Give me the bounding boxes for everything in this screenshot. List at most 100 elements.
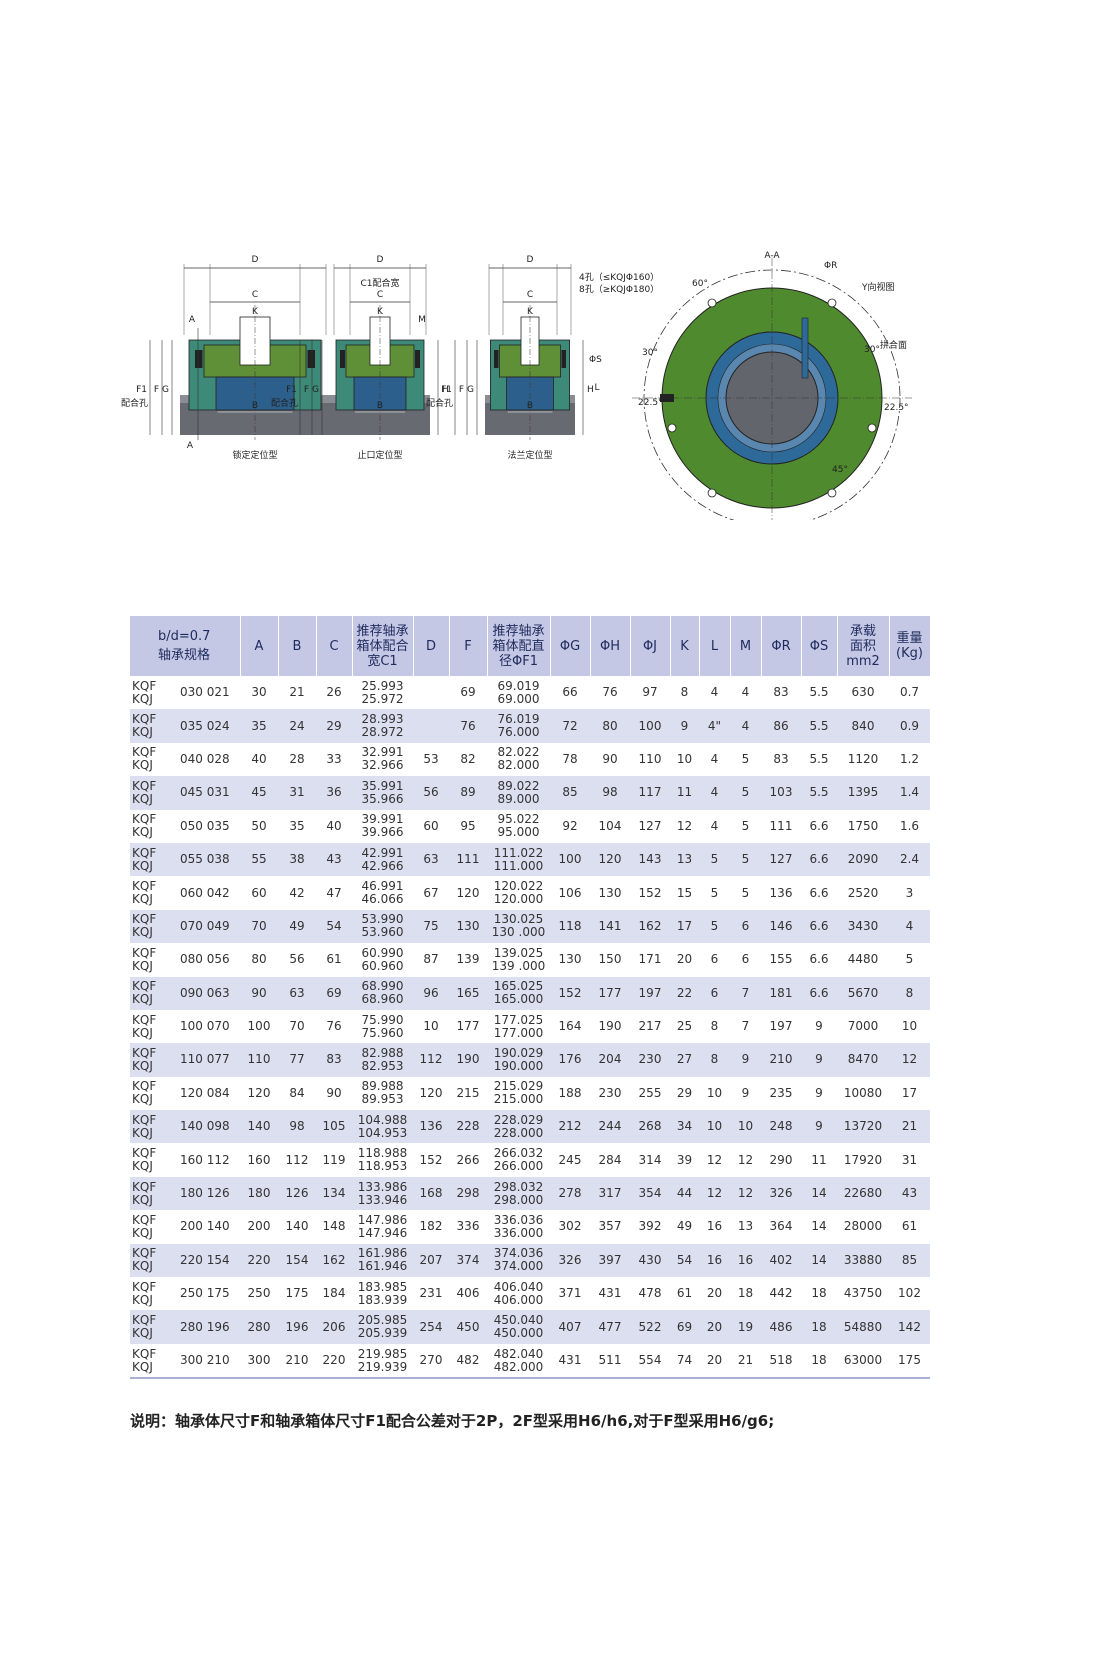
tolerance-line: 183.985 xyxy=(357,1279,408,1294)
tolerance-line: 130 .000 xyxy=(491,925,546,940)
header-cell: ΦS xyxy=(801,616,838,676)
value-cell: 522 xyxy=(630,1310,670,1344)
value-cell: 10 xyxy=(423,1019,439,1034)
value-cell: 75 xyxy=(413,909,449,944)
tolerance-line: 147.946 xyxy=(357,1225,408,1240)
table-row: KQF KQJ 035 024 35 24 29 28.993 28.972 76 76.019 7… xyxy=(130,709,930,743)
dim-label: H xyxy=(442,385,449,395)
tolerance-cell: 215.029 215.000 xyxy=(487,1077,550,1110)
angle-label: 30° xyxy=(864,345,880,355)
table-body: KQF KQJ 030 021 30 21 26 25.993 25.972 69 69.019 6… xyxy=(130,676,930,1380)
tolerance-line: 190.000 xyxy=(493,1058,544,1073)
tolerance-cell: 120.022 120.000 xyxy=(487,876,550,909)
value-cell: 5 xyxy=(699,842,730,877)
value-cell: 175 xyxy=(285,1286,309,1301)
value-cell: 2.4 xyxy=(889,842,930,877)
value-cell: 220 xyxy=(240,1243,278,1278)
tolerance-cell: 39.991 39.966 xyxy=(352,810,413,843)
value-cell: 6 xyxy=(741,952,750,967)
value-cell: 146 xyxy=(761,909,801,944)
value-cell: 5.5 xyxy=(801,776,837,810)
spec-cell: KQF KQJ 110 077 xyxy=(130,1043,240,1077)
value-cell: 106 xyxy=(558,885,582,900)
size: 300 210 xyxy=(180,1353,230,1367)
empty-cell xyxy=(413,709,449,743)
tolerance-line: 336.036 xyxy=(493,1212,544,1227)
value-cell: 554 xyxy=(630,1343,670,1380)
value-cell: 127 xyxy=(638,818,662,833)
value-cell: 9 xyxy=(815,1019,823,1034)
value-cell: 22 xyxy=(670,976,699,1010)
size: 220 154 xyxy=(180,1252,230,1267)
value-cell: 16 xyxy=(706,1219,723,1234)
value-cell: 486 xyxy=(761,1310,801,1344)
value-cell: 120 xyxy=(590,842,630,877)
note: 说明：轴承体尺寸F和轴承箱体尺寸F1配合公差对于2P，2F型采用H6/h6,对于… xyxy=(130,1412,775,1430)
value-cell: 5 xyxy=(741,818,750,833)
header-line: ΦG xyxy=(559,638,581,654)
value-cell: 210 xyxy=(761,1043,801,1077)
tolerance-line: 118.953 xyxy=(357,1159,408,1174)
spec-cell: KQF KQJ 055 038 xyxy=(130,842,240,877)
types: KQF KQJ xyxy=(132,1113,180,1140)
header-line: B xyxy=(292,638,302,654)
tolerance-cell: 82.988 82.953 xyxy=(352,1043,413,1077)
value-cell: 120 xyxy=(456,885,480,900)
tolerance-line: 35.966 xyxy=(361,791,404,806)
value-cell: 53 xyxy=(423,751,439,766)
value-cell: 8 xyxy=(710,1019,719,1034)
size: 050 035 xyxy=(180,818,230,833)
value-cell: 20 xyxy=(699,1310,730,1344)
dim-label: C xyxy=(377,290,383,300)
dim-label: A xyxy=(187,441,194,451)
value-cell: 317 xyxy=(590,1176,630,1211)
header-line: 箱体配直 xyxy=(492,638,545,654)
value-cell: 4 xyxy=(741,685,750,700)
value-cell: 197 xyxy=(769,1019,793,1034)
angle-label: 22.5° xyxy=(884,403,909,413)
table-row: KQF KQJ 080 056 80 56 61 60.990 60.960 87 139 139.… xyxy=(130,943,930,976)
tolerance-line: 482.040 xyxy=(493,1346,544,1361)
tolerance-line: 482.000 xyxy=(493,1359,544,1374)
value-cell: 10 xyxy=(699,1110,730,1144)
value-cell: 1.6 xyxy=(899,818,920,833)
tolerance-line: 39.991 xyxy=(361,812,404,827)
tolerance-line: 228.000 xyxy=(493,1125,544,1140)
tolerance-cell: 53.990 53.960 xyxy=(352,909,413,944)
dim-label: G xyxy=(312,385,319,395)
tolerance-cell: 482.040 482.000 xyxy=(487,1343,550,1380)
tolerance-line: 28.993 xyxy=(361,712,404,727)
type-line: KQJ xyxy=(132,858,153,873)
value-cell: 31 xyxy=(901,1152,918,1167)
type-line: KQJ xyxy=(132,1058,153,1073)
type-line: KQF xyxy=(132,1045,157,1060)
tolerance-line: 130.025 xyxy=(493,912,544,927)
tolerance-line: 76.019 xyxy=(497,712,540,727)
dim-label: F1 xyxy=(286,385,297,395)
value-cell: 4 xyxy=(730,709,761,743)
spec-cell: KQF KQJ 060 042 xyxy=(130,876,240,909)
header-line: 推荐轴承 xyxy=(356,623,409,639)
header-cell: F xyxy=(449,616,488,676)
tolerance-line: 118.988 xyxy=(357,1146,408,1161)
header-line: 径ΦF1 xyxy=(499,653,538,669)
value-cell: 0.7 xyxy=(899,685,920,700)
value-cell: 17 xyxy=(901,1085,918,1100)
type-line: KQJ xyxy=(132,958,153,973)
value-cell: 248 xyxy=(761,1110,801,1144)
types: KQF KQJ xyxy=(132,980,180,1006)
table-row: KQF KQJ 040 028 40 28 33 32.991 32.966 53 82 82.02… xyxy=(130,743,930,776)
type-line: KQF xyxy=(132,845,157,860)
type-line: KQJ xyxy=(132,825,153,840)
value-cell: 245 xyxy=(558,1152,582,1167)
value-cell: 76 xyxy=(602,685,618,700)
value-cell: 28000 xyxy=(843,1219,883,1234)
value-cell: 130 xyxy=(598,885,622,900)
table-row: KQF KQJ 250 175 250 175 184 183.985 183.939 231 4… xyxy=(130,1277,930,1310)
tolerance-line: 32.966 xyxy=(361,758,404,773)
bolt-r xyxy=(415,350,420,368)
table-row: KQF KQJ 200 140 200 140 148 147.986 147.946 182 3… xyxy=(130,1210,930,1243)
tolerance-line: 177.025 xyxy=(493,1012,544,1027)
value-cell: 12 xyxy=(889,1043,930,1077)
tolerance-cell: 75.990 75.960 xyxy=(352,1010,413,1043)
